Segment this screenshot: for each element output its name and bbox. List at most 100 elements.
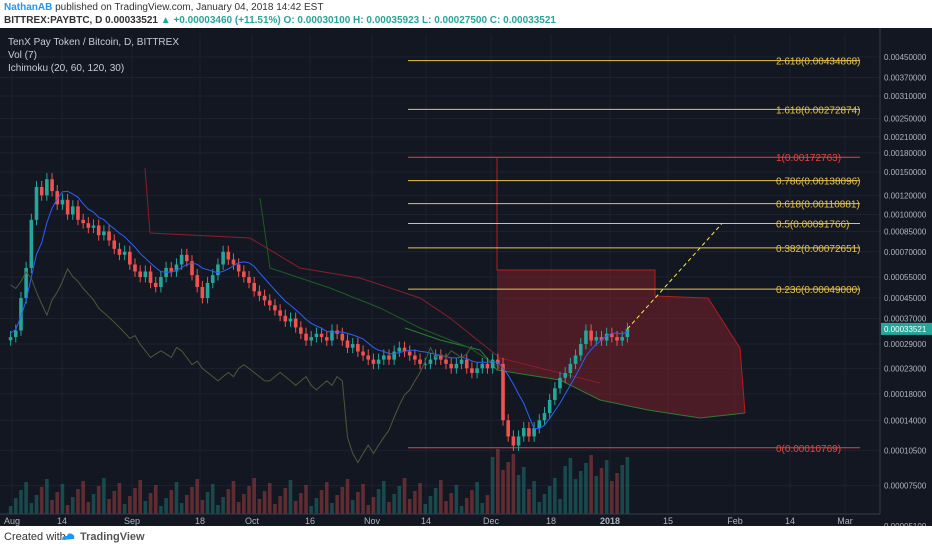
volume-bar [133, 488, 137, 514]
author-link[interactable]: NathanAB [4, 2, 53, 13]
volume-bar [164, 498, 168, 514]
candle-body [8, 337, 13, 341]
candle-body [159, 277, 163, 288]
price-tick-label: 0.00120000 [884, 191, 927, 200]
volume-bar [195, 479, 199, 514]
candle-body [516, 436, 521, 446]
legend-vol[interactable]: Vol (7) [8, 50, 37, 61]
candle-body [242, 271, 246, 278]
volume-bar [537, 502, 542, 514]
candle-body [91, 225, 96, 228]
candle-body [288, 318, 293, 322]
legend-ichimoku[interactable]: Ichimoku (20, 60, 120, 30) [8, 63, 125, 74]
candle-body [361, 351, 365, 356]
price-tick-label: 0.00180000 [884, 149, 927, 158]
tradingview-brand[interactable]: TradingView [80, 531, 145, 543]
volume-bar [407, 499, 412, 514]
candle-body [76, 206, 80, 220]
candle-body [387, 355, 391, 360]
up-arrow-icon: ▲ [160, 15, 171, 26]
candle-body [371, 359, 376, 364]
ohlc-values: O: 0.00030100 H: 0.00035923 L: 0.0002750… [283, 15, 556, 26]
candle-body [568, 363, 573, 373]
volume-bar [267, 483, 272, 514]
candle-body [19, 298, 23, 331]
volume-bar [418, 483, 422, 514]
volume-bar [39, 487, 44, 514]
volume-bar [454, 485, 459, 514]
candle-body [330, 330, 334, 341]
time-tick-label: 14 [57, 516, 67, 526]
volume-bar [319, 490, 324, 514]
volume-bar [288, 480, 293, 514]
volume-bar [45, 479, 49, 514]
candle-body [128, 251, 132, 265]
candle-body [143, 271, 148, 278]
volume-bar [444, 501, 448, 514]
volume-bar [205, 492, 210, 514]
volume-bar [330, 503, 334, 514]
candle-body [413, 355, 417, 360]
price-tick-label: 0.00055000 [884, 273, 927, 282]
fib-level-label: 0.236(0.00049000) [776, 285, 861, 296]
volume-bar [490, 457, 495, 514]
volume-bar [34, 495, 39, 514]
fib-level-label: 0.618(0.00110881) [776, 200, 860, 211]
volume-bar [402, 478, 407, 514]
candle-body [573, 355, 578, 364]
symbol-label: BITTREX:PAYBTC, D [4, 15, 103, 26]
candle-body [50, 179, 54, 192]
price-tick-label: 0.00010500 [884, 446, 927, 455]
ichimoku-lagging-span [10, 267, 473, 464]
volume-bar [283, 488, 288, 514]
candle-body [350, 344, 355, 348]
volume-bar [542, 494, 547, 514]
published-text: published on TradingView.com, January 04… [55, 2, 324, 13]
candle-body [610, 333, 614, 338]
time-tick-label: Sep [124, 516, 140, 526]
candle-body [273, 305, 277, 311]
volume-bar [475, 482, 479, 514]
candle-body [65, 199, 70, 215]
candle-body [221, 251, 225, 265]
candle-body [558, 377, 562, 389]
time-tick-label: Feb [727, 516, 743, 526]
time-tick-label: Oct [245, 516, 260, 526]
volume-bar [563, 466, 568, 514]
candle-body [60, 199, 65, 205]
candle-body [231, 259, 236, 265]
chart-area[interactable]: 2.618(0.00434868) 1.618(0.00272874) 1(0.00… [0, 28, 932, 531]
volume-bar [174, 482, 179, 514]
candle-body [205, 282, 210, 299]
candle-body [345, 340, 350, 348]
price-tick-label: 0.00018000 [884, 390, 927, 399]
volume-bar [439, 480, 443, 514]
price-chart[interactable]: 2.618(0.00434868) 1.618(0.00272874) 1(0.00… [0, 28, 932, 531]
candle-body [319, 333, 324, 338]
candle-body [578, 344, 583, 356]
volume-bar [309, 506, 314, 514]
candle-body [200, 287, 205, 299]
candle-body [226, 251, 231, 260]
volume-bar [376, 489, 381, 514]
candle-body [475, 368, 479, 373]
price-tick-label: 0.00045000 [884, 294, 927, 303]
candle-body [122, 251, 127, 255]
fib-level-label: 1(0.00172763) [776, 153, 841, 164]
volume-bar [350, 500, 355, 514]
candle-body [439, 355, 443, 360]
candle-body [449, 363, 453, 369]
candle-body [496, 359, 500, 364]
candle-body [464, 359, 469, 369]
publish-header: NathanAB published on TradingView.com, J… [0, 0, 932, 28]
volume-bar [299, 493, 303, 514]
volume-bar [102, 478, 106, 514]
candle-body [501, 363, 505, 421]
volume-bar [625, 457, 630, 514]
volume-bar [179, 503, 184, 514]
volume-bar [553, 478, 557, 514]
candle-body [283, 315, 288, 322]
candle-body [511, 436, 516, 446]
volume-bar [584, 463, 588, 514]
candle-body [376, 359, 381, 364]
